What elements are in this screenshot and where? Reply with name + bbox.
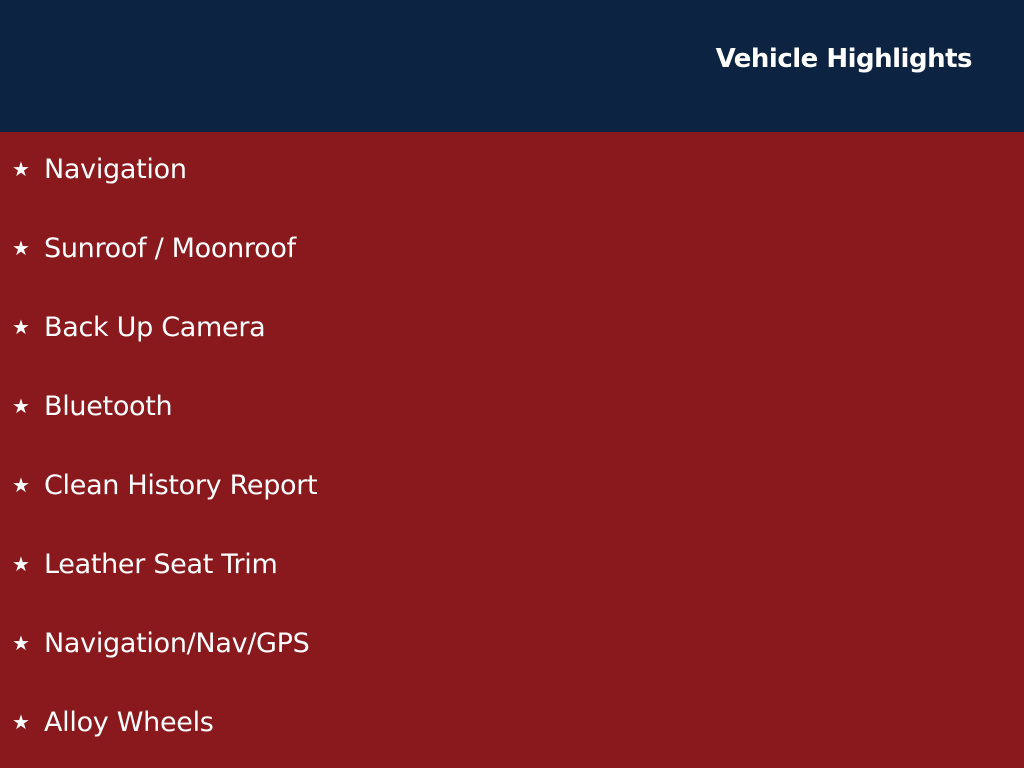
list-item: ★ Bluetooth	[12, 386, 173, 426]
list-item: ★ Sunroof / Moonroof	[12, 228, 296, 268]
star-icon: ★	[12, 473, 30, 497]
star-icon: ★	[12, 157, 30, 181]
list-item: ★ Navigation	[12, 149, 187, 189]
highlight-label: Navigation	[44, 153, 187, 185]
list-item: ★ Back Up Camera	[12, 307, 266, 347]
highlight-label: Bluetooth	[44, 390, 173, 422]
highlight-label: Leather Seat Trim	[44, 548, 278, 580]
star-icon: ★	[12, 710, 30, 734]
star-icon: ★	[12, 236, 30, 260]
highlight-label: Alloy Wheels	[44, 706, 214, 738]
highlight-label: Clean History Report	[44, 469, 318, 501]
list-item: ★ Clean History Report	[12, 465, 318, 505]
star-icon: ★	[12, 552, 30, 576]
page-title: Vehicle Highlights	[715, 44, 973, 74]
header-bar: Vehicle Highlights	[0, 0, 1024, 132]
star-icon: ★	[12, 631, 30, 655]
star-icon: ★	[12, 315, 30, 339]
highlight-label: Sunroof / Moonroof	[44, 232, 296, 264]
star-icon: ★	[12, 394, 30, 418]
highlight-label: Back Up Camera	[44, 311, 266, 343]
list-item: ★ Navigation/Nav/GPS	[12, 623, 310, 663]
list-item: ★ Leather Seat Trim	[12, 544, 278, 584]
highlight-label: Navigation/Nav/GPS	[44, 627, 310, 659]
list-item: ★ Alloy Wheels	[12, 702, 214, 742]
